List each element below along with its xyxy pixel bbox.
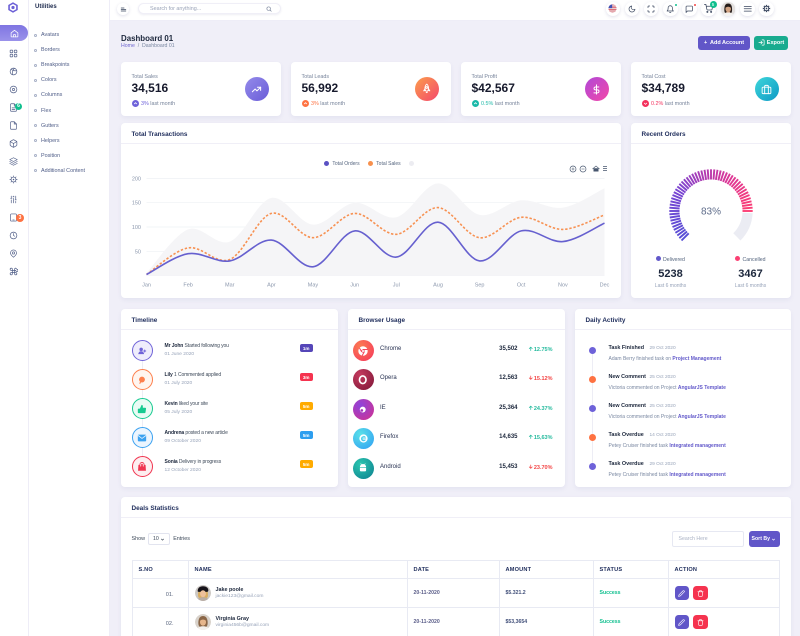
svg-text:Jun: Jun: [350, 283, 359, 289]
svg-text:May: May: [307, 283, 318, 289]
svg-text:50: 50: [134, 249, 140, 255]
svg-text:Jul: Jul: [392, 283, 399, 289]
svg-text:150: 150: [131, 201, 140, 207]
svg-text:100: 100: [131, 225, 140, 231]
svg-text:Dec: Dec: [599, 283, 609, 289]
svg-text:Sep: Sep: [474, 283, 484, 289]
svg-text:200: 200: [131, 177, 140, 183]
svg-text:Nov: Nov: [558, 283, 568, 289]
svg-text:Apr: Apr: [267, 283, 276, 289]
svg-text:Oct: Oct: [516, 283, 525, 289]
svg-text:Jan: Jan: [142, 283, 151, 289]
svg-text:Mar: Mar: [225, 283, 235, 289]
svg-text:Feb: Feb: [183, 283, 192, 289]
svg-text:Aug: Aug: [433, 283, 443, 289]
svg-text:83%: 83%: [700, 207, 720, 218]
